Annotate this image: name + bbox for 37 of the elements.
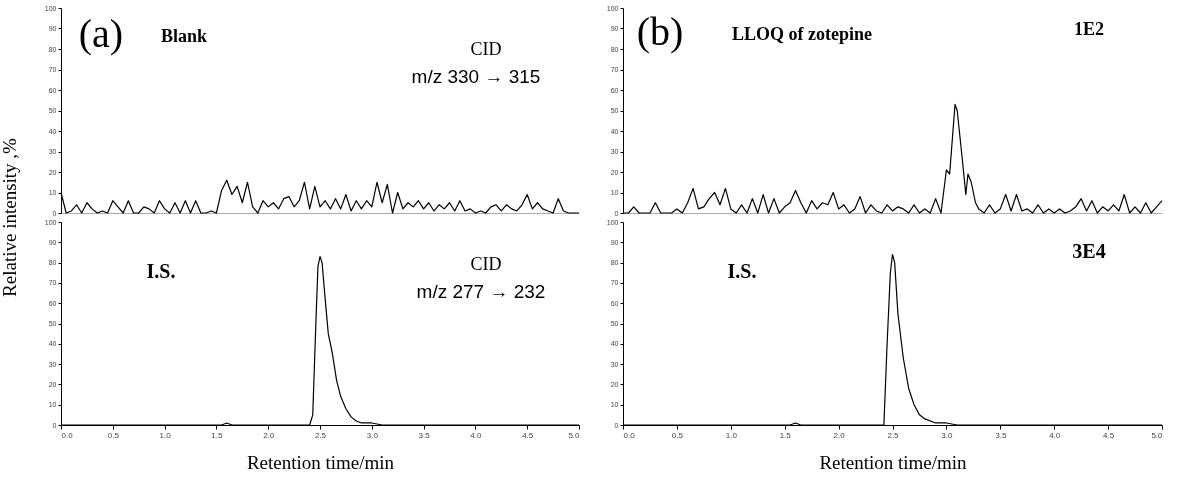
x-tick-label: 2.5 [887, 430, 900, 440]
x-tick-label: 1.5 [211, 430, 224, 440]
annotation: I.S. [146, 260, 176, 282]
x-tick-label: 1.0 [159, 430, 172, 440]
x-tick-label: 2.0 [263, 430, 275, 440]
annotation: I.S. [727, 260, 757, 282]
x-tick-label: 0.5 [107, 430, 120, 440]
x-tick-label: 3.5 [995, 430, 1007, 440]
annotation: Blank [161, 26, 208, 46]
annotation: m/z 330 → 315 [411, 66, 541, 87]
x-axis-title: Retention time/min [819, 451, 968, 473]
x-tick-label: 2.5 [314, 430, 327, 440]
annotation: 1E2 [1073, 19, 1105, 39]
x-tick-label: 5.0 [568, 430, 581, 440]
x-tick-label: 4.0 [470, 430, 483, 440]
annotation: 3E4 [1072, 240, 1106, 262]
x-tick-label: 1.0 [725, 430, 738, 440]
y-axis-title: Relative intensity ,% [0, 137, 20, 297]
annotation: m/z 277 → 232 [416, 281, 546, 302]
annotation: CID [470, 39, 502, 59]
x-tick-label: 2.0 [833, 430, 846, 440]
x-tick-label: 0.0 [61, 430, 74, 440]
x-tick-label: 3.5 [418, 430, 431, 440]
x-tick-label: 5.0 [1151, 430, 1164, 440]
x-tick-label: 4.5 [1103, 430, 1115, 440]
x-tick-label: 4.0 [1049, 430, 1061, 440]
annotation: CID [470, 254, 502, 274]
x-tick-label: 4.5 [522, 430, 534, 440]
annotation: (a) [78, 11, 124, 56]
x-tick-label: 3.0 [941, 430, 954, 440]
x-axis-title: Retention time/min [246, 451, 395, 473]
x-tick-label: 0.5 [671, 430, 684, 440]
x-tick-label: 3.0 [366, 430, 379, 440]
annotation: (b) [636, 9, 684, 54]
x-tick-label: 1.5 [779, 430, 792, 440]
x-tick-label: 0.0 [623, 430, 636, 440]
annotation: LLOQ of zotepine [732, 24, 872, 44]
